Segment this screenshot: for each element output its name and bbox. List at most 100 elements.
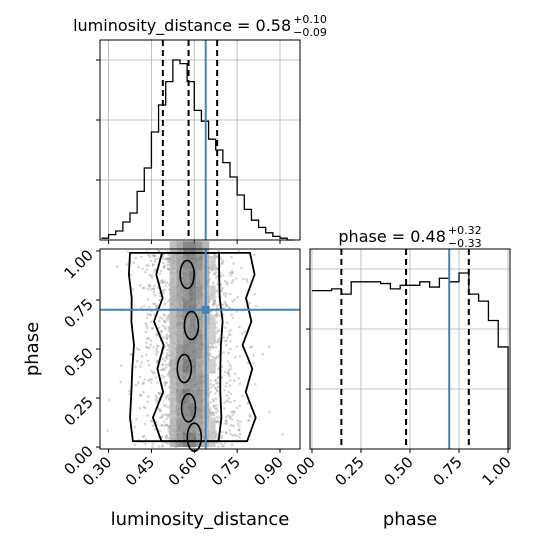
scatter-point [238, 404, 241, 408]
scatter-point [167, 268, 171, 271]
scatter-point [212, 272, 216, 276]
scatter-point [153, 371, 156, 375]
scatter-point [151, 442, 154, 446]
scatter-point [164, 356, 167, 359]
scatter-point [228, 384, 231, 387]
scatter-point [155, 360, 159, 364]
scatter-point [225, 419, 228, 423]
scatter-point [164, 423, 168, 427]
scatter-point [211, 303, 215, 306]
scatter-point [214, 411, 217, 414]
scatter-point [238, 325, 241, 329]
scatter-point [157, 344, 160, 348]
scatter-point [139, 394, 143, 397]
scatter-point [153, 260, 157, 264]
scatter-point [212, 399, 216, 403]
scatter-point [209, 407, 212, 410]
scatter-point [236, 419, 239, 422]
density-cell [196, 329, 203, 345]
title-text: luminosity_distance = 0.58 [73, 16, 291, 36]
scatter-point [166, 357, 169, 360]
scatter-point [161, 363, 164, 367]
scatter-point [229, 274, 232, 277]
density-cell [176, 300, 183, 315]
scatter-point [154, 394, 158, 398]
scatter-point [212, 346, 215, 350]
scatter-point [145, 345, 148, 349]
scatter-point [212, 302, 216, 305]
scatter-point [158, 409, 162, 413]
scatter-point [167, 413, 170, 417]
scatter-point [217, 340, 221, 343]
scatter-point [254, 304, 258, 308]
scatter-point [163, 280, 167, 284]
scatter-point [227, 396, 231, 400]
density-cell [176, 285, 183, 300]
scatter-point [156, 304, 159, 308]
scatter-point [165, 423, 169, 427]
scatter-point [137, 381, 140, 384]
scatter-point [155, 396, 159, 400]
scatter-point [217, 329, 220, 332]
scatter-point [163, 345, 167, 349]
scatter-point [162, 281, 165, 284]
scatter-point [217, 367, 220, 370]
scatter-point [166, 393, 170, 397]
scatter-point [158, 319, 161, 323]
hist-luminosity-distance-panel [96, 39, 301, 244]
scatter-point [281, 432, 284, 436]
scatter-point [216, 381, 220, 385]
scatter-point [224, 385, 228, 388]
scatter-point [228, 416, 232, 420]
scatter-point [131, 288, 135, 291]
scatter-point [215, 390, 219, 393]
scatter-point [229, 415, 232, 418]
contour-outer [128, 252, 257, 443]
scatter-point [164, 258, 167, 261]
scatter-point [149, 313, 153, 317]
scatter-point [163, 319, 166, 322]
scatter-point [160, 415, 164, 419]
scatter-point [233, 410, 236, 414]
scatter-point [161, 413, 164, 417]
scatter-point [208, 382, 212, 386]
scatter-point [226, 360, 230, 363]
scatter-point [213, 407, 217, 410]
scatter-point [227, 306, 231, 309]
scatter-point [225, 303, 229, 307]
scatter-point [165, 333, 169, 336]
density-cell [182, 285, 190, 300]
scatter-point [163, 424, 166, 427]
scatter-point [151, 327, 154, 331]
scatter-point [216, 385, 220, 389]
scatter-point [211, 398, 215, 401]
density-cell [182, 402, 190, 418]
density-cell [189, 329, 196, 345]
scatter-point [161, 278, 165, 282]
scatter-point [209, 390, 213, 394]
scatter-point [227, 372, 230, 376]
scatter-ytick-label: 0.75 [60, 295, 96, 331]
scatter-point [212, 383, 215, 387]
scatter-point [267, 345, 271, 348]
scatter-point [162, 420, 166, 424]
density-cell [169, 344, 177, 359]
scatter-point [232, 410, 235, 413]
scatter-point [154, 398, 157, 402]
scatter-point [219, 442, 223, 446]
scatter-point [161, 289, 165, 293]
scatter-point [165, 337, 169, 341]
scatter-point [229, 400, 232, 404]
scatter-point [212, 414, 216, 417]
scatter-point [165, 413, 169, 416]
scatter-point [208, 348, 212, 352]
density-cell [182, 373, 190, 389]
scatter-point [225, 399, 228, 402]
scatter-point [253, 292, 256, 296]
scatter-point [136, 347, 139, 351]
scatter-point [166, 281, 169, 285]
density-cell [176, 417, 183, 433]
scatter-point [146, 313, 150, 316]
density-cell [196, 300, 203, 315]
scatter-point [138, 407, 142, 410]
